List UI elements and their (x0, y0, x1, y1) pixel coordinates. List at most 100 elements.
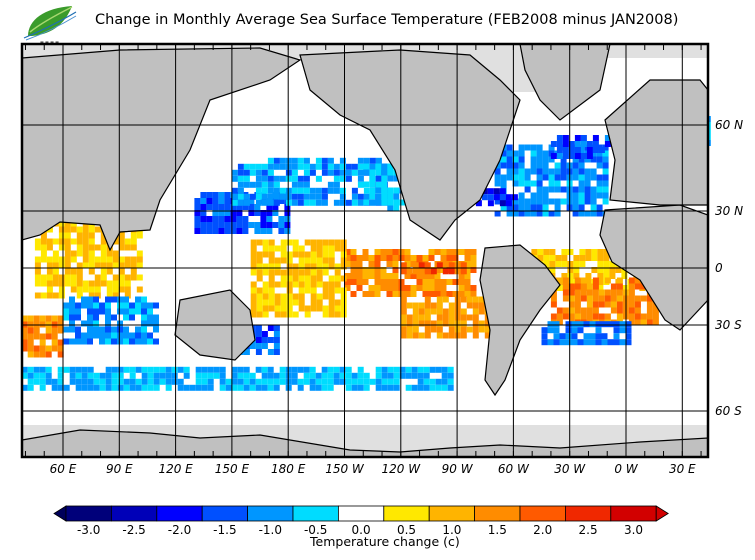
sst-cell (39, 345, 46, 352)
sst-cell (640, 319, 647, 326)
sst-cell (273, 372, 280, 379)
sst-cell (548, 186, 555, 193)
sst-cell (393, 384, 400, 391)
sst-cell (478, 308, 485, 315)
sst-cell (310, 251, 317, 258)
sst-cell (255, 181, 262, 188)
sst-cell (304, 257, 311, 264)
sst-cell (310, 269, 317, 276)
sst-cell (357, 175, 364, 182)
sst-cell (273, 187, 280, 194)
sst-cell (248, 198, 255, 204)
sst-cell (309, 199, 316, 206)
sst-cell (51, 345, 58, 352)
sst-cell (464, 267, 471, 273)
sst-cell (310, 257, 317, 264)
sst-cell (573, 273, 580, 279)
sst-cell (596, 156, 603, 163)
sst-cell (579, 249, 586, 255)
sst-cell (147, 338, 153, 345)
sst-cell (194, 210, 201, 216)
sst-cell (111, 338, 117, 345)
sst-cell (260, 228, 267, 234)
sst-cell (194, 198, 201, 204)
sst-cell (565, 327, 572, 334)
sst-cell (572, 156, 579, 163)
sst-cell (494, 174, 501, 181)
sst-cell (309, 169, 316, 176)
sst-cell (549, 267, 556, 273)
sst-cell (381, 175, 388, 182)
sst-cell (560, 198, 567, 205)
sst-cell (279, 175, 286, 182)
sst-cell (27, 315, 34, 322)
sst-cell (567, 273, 574, 279)
sst-cell (405, 366, 412, 373)
sst-cell (40, 244, 47, 251)
sst-cell (64, 232, 71, 239)
sst-cell (440, 285, 447, 291)
sst-cell (81, 372, 88, 379)
sst-cell (297, 384, 304, 391)
sst-cell (339, 193, 346, 200)
sst-cell (381, 372, 388, 379)
sst-cell (106, 286, 113, 293)
sst-cell (368, 273, 375, 279)
colorbar-swatch (201, 505, 248, 522)
sst-cell (428, 285, 435, 291)
sst-cell (499, 194, 506, 201)
sst-cell (506, 168, 513, 175)
sst-cell (524, 186, 531, 193)
sst-cell (548, 180, 555, 187)
sst-cell (124, 280, 131, 287)
sst-cell (595, 327, 602, 334)
colorbar-under-arrow (53, 505, 67, 522)
sst-cell (577, 327, 584, 334)
sst-cell (530, 150, 537, 157)
sst-cell (118, 244, 125, 251)
sst-cell (381, 199, 388, 206)
sst-cell (375, 175, 382, 182)
sst-cell (255, 169, 262, 176)
sst-cell (363, 163, 370, 170)
sst-cell (334, 287, 341, 294)
latitude-label: 30 S (715, 318, 742, 332)
sst-cell (470, 291, 477, 297)
sst-cell (436, 296, 443, 303)
sst-cell (106, 262, 113, 269)
sst-cell (267, 187, 274, 194)
sst-cell (51, 378, 58, 385)
sst-cell (592, 295, 599, 302)
sst-cell (381, 181, 388, 188)
sst-cell (400, 296, 407, 303)
sst-cell (596, 174, 603, 181)
sst-cell (334, 281, 341, 288)
sst-cell (400, 308, 407, 315)
sst-cell (567, 249, 574, 255)
sst-cell (70, 226, 77, 233)
sst-cell (452, 249, 459, 255)
sst-cell (640, 313, 647, 320)
map-frame (20, 42, 710, 459)
sst-cell (505, 200, 512, 207)
sst-cell (136, 274, 143, 281)
sst-cell (417, 378, 424, 385)
sst-cell (339, 163, 346, 170)
sst-cell (406, 320, 413, 327)
sst-cell (286, 287, 293, 294)
sst-cell (272, 204, 279, 210)
sst-cell (604, 289, 611, 296)
sst-cell (200, 210, 207, 216)
sst-cell (424, 302, 431, 309)
sst-cell (212, 204, 219, 210)
sst-cell (411, 384, 418, 391)
colorbar-tick-label: 2.0 (533, 523, 553, 537)
sst-cell (286, 293, 293, 300)
sst-cell (392, 267, 399, 273)
sst-cell (273, 199, 280, 206)
sst-cell (236, 204, 243, 210)
sst-cell (339, 199, 346, 206)
sst-cell (512, 198, 519, 205)
sst-cell (571, 339, 578, 346)
sst-cell (297, 157, 304, 164)
